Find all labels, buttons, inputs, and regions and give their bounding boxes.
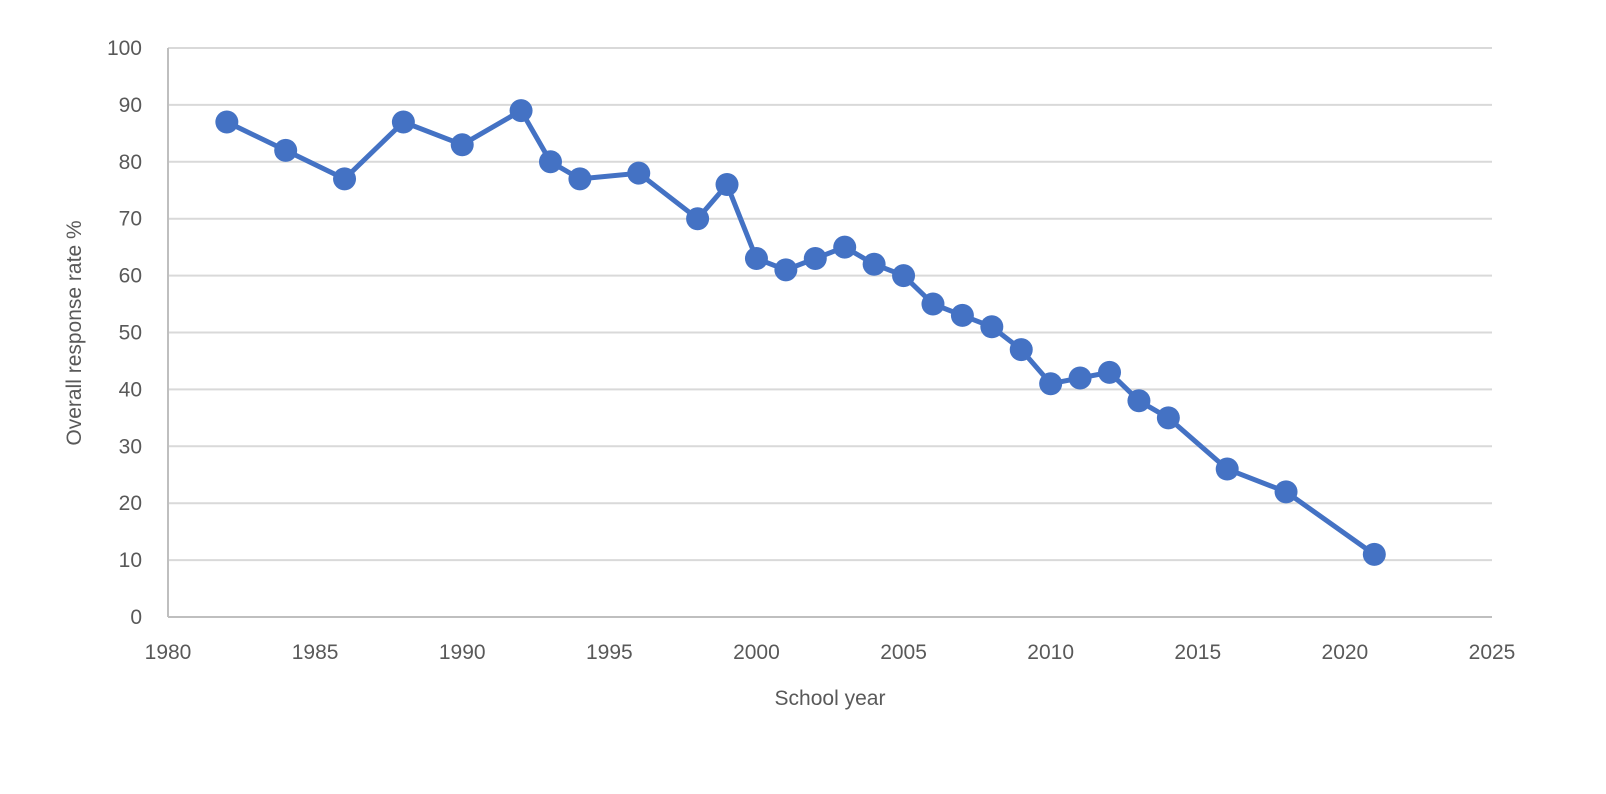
data-point-2021: [1362, 542, 1386, 566]
data-point-1984: [274, 138, 298, 162]
data-point-2003: [833, 235, 857, 259]
y-tick-label-100: 100: [107, 37, 142, 60]
x-tick-label-2025: 2025: [1469, 641, 1516, 664]
data-point-2016: [1215, 457, 1239, 481]
x-tick-label-1990: 1990: [439, 641, 486, 664]
x-tick-label-2020: 2020: [1322, 641, 1369, 664]
y-axis-ticks: 0 10 20 30 40 50 60 70 80 90 100: [107, 37, 142, 629]
y-tick-label-60: 60: [119, 265, 142, 288]
data-point-2005: [892, 264, 916, 288]
data-point-1998: [686, 207, 710, 231]
x-tick-label-2010: 2010: [1027, 641, 1074, 664]
data-point-2013: [1127, 389, 1151, 413]
y-tick-label-40: 40: [119, 378, 142, 401]
data-point-1992: [509, 99, 533, 123]
data-point-1993: [538, 150, 562, 174]
data-point-2002: [803, 247, 827, 271]
data-point-2018: [1274, 480, 1298, 504]
y-tick-label-10: 10: [119, 549, 142, 572]
series-group: [215, 99, 1386, 566]
data-point-2004: [862, 252, 886, 276]
y-tick-label-70: 70: [119, 208, 142, 231]
y-tick-label-0: 0: [130, 606, 142, 629]
x-tick-label-2000: 2000: [733, 641, 780, 664]
data-point-1986: [333, 167, 357, 191]
x-axis-title: School year: [775, 687, 886, 710]
data-point-2011: [1068, 366, 1092, 390]
data-point-2010: [1039, 372, 1063, 396]
y-axis-title: Overall response rate %: [63, 220, 86, 445]
y-tick-label-50: 50: [119, 322, 142, 345]
x-tick-label-2015: 2015: [1174, 641, 1221, 664]
data-point-2012: [1098, 360, 1122, 384]
x-tick-label-1985: 1985: [292, 641, 339, 664]
y-tick-label-20: 20: [119, 492, 142, 515]
x-axis-ticks: 1980 1985 1990 1995 2000 2005 2010 2015 2020 2025: [145, 641, 1516, 664]
data-point-1994: [568, 167, 592, 191]
y-tick-label-90: 90: [119, 94, 142, 117]
x-tick-label-1980: 1980: [145, 641, 192, 664]
data-point-2007: [950, 303, 974, 327]
data-point-2009: [1009, 338, 1033, 362]
data-point-1988: [391, 110, 415, 134]
data-point-2001: [774, 258, 798, 282]
gridlines: [168, 47, 1492, 562]
data-point-2000: [744, 247, 768, 271]
y-tick-label-80: 80: [119, 151, 142, 174]
data-point-2014: [1156, 406, 1180, 430]
data-point-2006: [921, 292, 945, 316]
data-point-1996: [627, 161, 651, 185]
data-point-2008: [980, 315, 1004, 339]
data-point-1990: [450, 133, 474, 157]
data-point-1999: [715, 173, 739, 197]
x-tick-label-2005: 2005: [880, 641, 927, 664]
x-tick-label-1995: 1995: [586, 641, 633, 664]
axes: [167, 48, 1492, 618]
data-point-1982: [215, 110, 239, 134]
y-tick-label-30: 30: [119, 435, 142, 458]
